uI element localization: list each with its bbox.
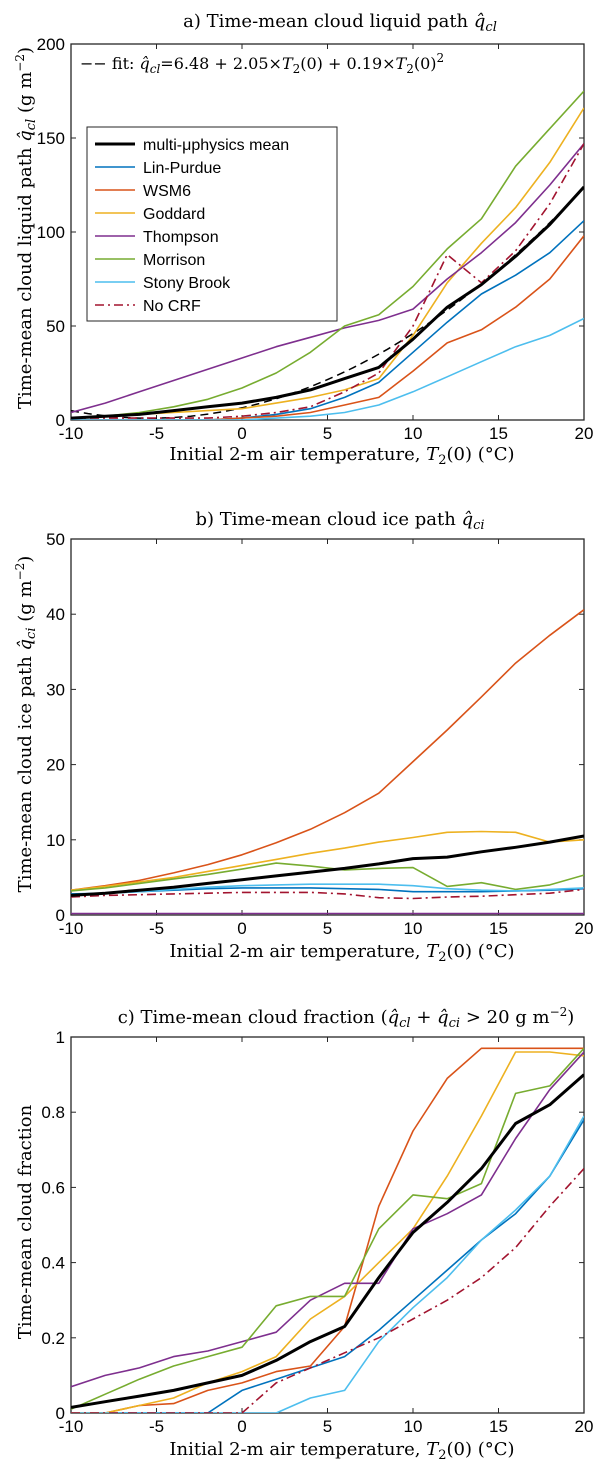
fit-curve <box>71 187 584 419</box>
x-tick-label: -5 <box>149 919 164 938</box>
x-tick-label: 15 <box>489 1417 508 1436</box>
series-line-stony-brook <box>71 317 584 420</box>
series-line-thompson <box>71 143 584 414</box>
series-line-wsm6 <box>71 235 584 420</box>
y-tick-label: 50 <box>46 530 65 549</box>
x-tick-label: 15 <box>489 424 508 443</box>
y-tick-label: 0.4 <box>41 1254 65 1273</box>
y-tick-label: 100 <box>37 223 65 242</box>
legend-entry: Stony Brook <box>143 275 231 292</box>
series-line-lin-purdue <box>71 220 584 420</box>
series-line-multi-physics-mean <box>71 1073 584 1409</box>
series-line-morrison <box>71 1047 584 1410</box>
y-tick-label: 0 <box>56 1404 65 1423</box>
series-line-morrison <box>71 90 584 419</box>
series-line-multi-physics-mean <box>71 834 584 897</box>
y-tick-label: 10 <box>46 831 65 850</box>
series-line-wsm6 <box>71 609 584 891</box>
series-line-lin-purdue <box>71 1119 584 1413</box>
series-line-no-crf <box>71 143 584 419</box>
y-tick-label: 20 <box>46 756 65 775</box>
panel-c-xlabel: Initial 2-m air temperature, T2(0) (°C) <box>169 1439 514 1463</box>
x-tick-label: 10 <box>404 1417 423 1436</box>
panel-b-ylabel: Time-mean cloud ice path q̂ci (g m−2) <box>13 556 39 893</box>
panel-a: a) Time-mean cloud liquid path q̂cl -10 -… <box>13 11 593 468</box>
series-line-thompson <box>71 1051 584 1388</box>
panel-c-ylabel: Time-mean cloud fraction <box>15 1104 36 1339</box>
y-tick-label: 150 <box>37 129 65 148</box>
panel-b-xlabel: Initial 2-m air temperature, T2(0) (°C) <box>169 941 514 965</box>
panel-a-ylabel: Time-mean cloud liquid path q̂cl (g m−2) <box>13 47 39 409</box>
series-line-wsm6 <box>71 1047 584 1413</box>
y-tick-label: 0.2 <box>41 1329 65 1348</box>
y-tick-label: 1 <box>56 1028 65 1047</box>
panel-b: b) Time-mean cloud ice path q̂ci -10 -5 0 5… <box>13 509 593 965</box>
x-tick-label: 5 <box>323 1417 332 1436</box>
series-line-no-crf <box>71 1168 584 1413</box>
panel-c-title: c) Time-mean cloud fraction (q̂cl + q̂ci… <box>118 1005 575 1031</box>
x-tick-label: 20 <box>575 1417 594 1436</box>
series-line-morrison <box>71 862 584 892</box>
x-tick-label: -5 <box>149 1417 164 1436</box>
x-tick-label: -5 <box>149 424 164 443</box>
x-tick-label: 15 <box>489 919 508 938</box>
x-tick-label: -10 <box>59 919 84 938</box>
axes-frame <box>70 1036 585 1414</box>
legend-box <box>86 126 338 322</box>
x-tick-label: -10 <box>59 1417 84 1436</box>
y-tick-label: 0.6 <box>41 1178 65 1197</box>
series-line-multi-physics-mean <box>71 185 584 420</box>
y-tick-label: 40 <box>46 605 65 624</box>
legend-entry: WSM6 <box>143 183 191 200</box>
legend-entry: Lin-Purdue <box>143 160 221 177</box>
x-tick-label: 0 <box>237 1417 246 1436</box>
series-line-goddard <box>71 1051 584 1413</box>
panel-c: c) Time-mean cloud fraction (q̂cl + q̂ci… <box>15 1005 593 1463</box>
x-tick-label: 0 <box>237 919 246 938</box>
x-tick-label: 20 <box>575 424 594 443</box>
legend-entry: No CRF <box>143 298 201 315</box>
panel-a-title: a) Time-mean cloud liquid path q̂cl <box>183 11 497 35</box>
y-tick-label: 200 <box>37 35 65 54</box>
series-line-goddard <box>71 830 584 891</box>
legend: multi-μphysics mean Lin-Purdue WSM6 Goddard… <box>86 126 338 322</box>
series-line-stony-brook <box>71 883 584 897</box>
panel-a-xlabel: Initial 2-m air temperature, T2(0) (°C) <box>169 444 514 468</box>
legend-entry: Goddard <box>143 206 205 223</box>
x-tick-label: -10 <box>59 424 84 443</box>
fit-annotation: −− fit: q̂cl=6.48 + 2.05×T2(0) + 0.19×T2… <box>80 51 444 76</box>
y-tick-label: 0 <box>56 411 65 430</box>
axes-frame <box>70 538 585 916</box>
x-tick-label: 10 <box>404 919 423 938</box>
x-tick-label: 0 <box>237 424 246 443</box>
y-tick-label: 0.8 <box>41 1103 65 1122</box>
x-tick-label: 5 <box>323 919 332 938</box>
x-tick-label: 10 <box>404 424 423 443</box>
panel-b-title: b) Time-mean cloud ice path q̂ci <box>195 509 484 533</box>
legend-entry: Morrison <box>143 252 205 269</box>
y-tick-label: 30 <box>46 680 65 699</box>
legend-entry: multi-μphysics mean <box>143 137 289 154</box>
y-tick-label: 0 <box>56 906 65 925</box>
x-tick-label: 5 <box>323 424 332 443</box>
y-tick-label: 50 <box>46 317 65 336</box>
x-tick-label: 20 <box>575 919 594 938</box>
series-line-stony-brook <box>71 1115 584 1413</box>
legend-entry: Thompson <box>143 229 219 246</box>
